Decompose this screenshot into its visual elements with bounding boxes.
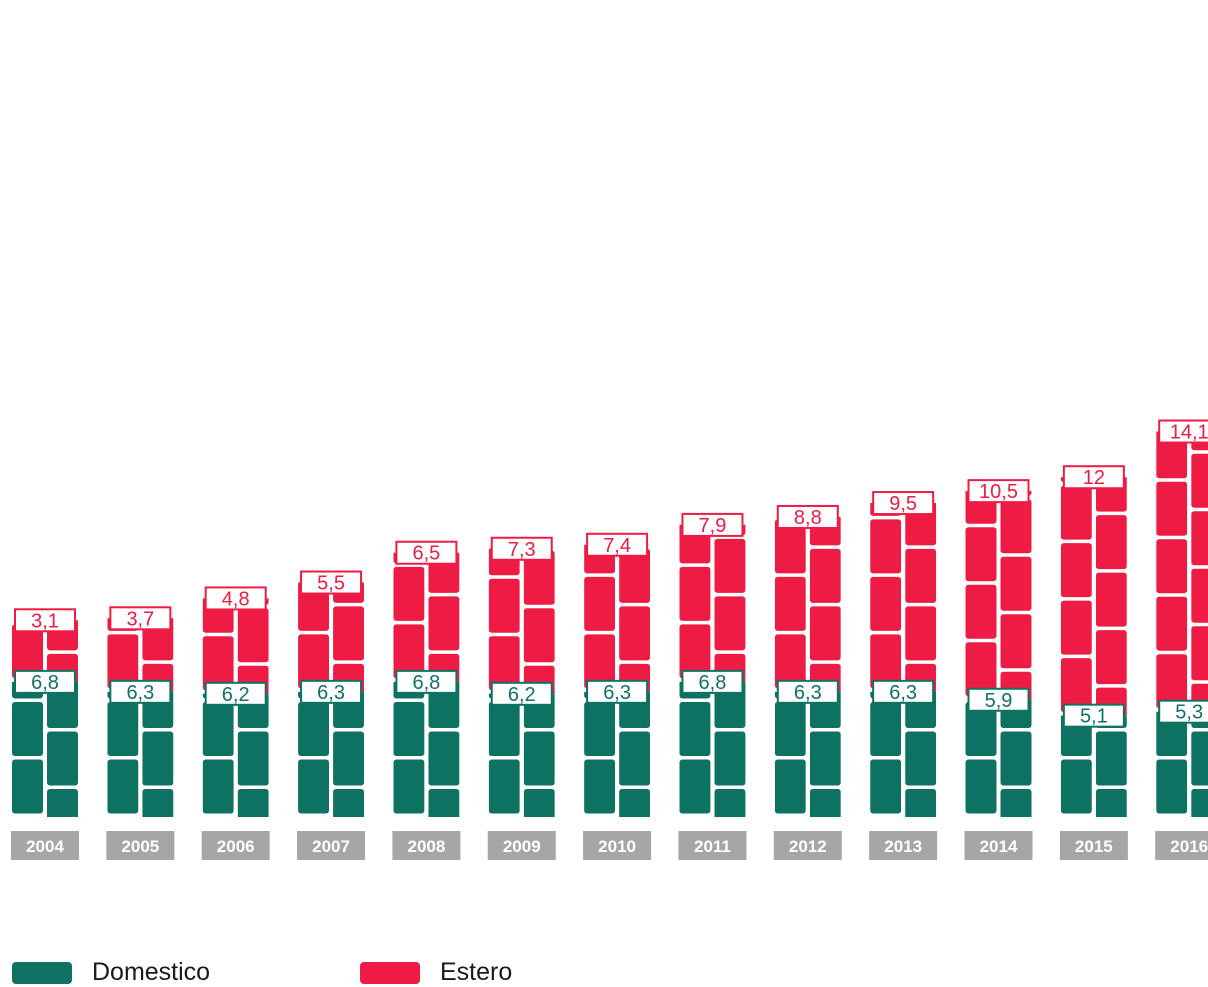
data-label-domestico-2006: 6,2 [222,684,250,706]
tick-box-2009 [487,831,556,860]
bar-group-2009: 6,2 7,3 2009 [487,536,556,860]
tick-box-2012 [773,831,842,860]
tick-label-2011: 2011 [694,837,731,856]
data-label-estero-2010-box [586,532,649,557]
data-label-domestico-2007: 6,3 [317,682,345,704]
bar-group-2008: 6,8 6,5 2008 [392,540,461,860]
data-label-domestico-2010-box [586,679,649,704]
legend-item-domestico: Domestico [12,958,210,987]
data-label-estero-2014: 10,5 [979,481,1018,503]
data-label-estero-2013: 9,5 [889,493,917,515]
data-label-estero-2005-box [109,606,172,631]
bar-group-2013: 6,3 9,5 2013 [869,491,938,860]
data-label-domestico-2012: 6,3 [794,682,822,704]
data-label-estero-2015-box [1062,465,1125,490]
data-label-domestico-2013: 6,3 [889,682,917,704]
data-label-estero-2011: 7,9 [699,515,727,537]
data-label-domestico-2015: 5,1 [1080,706,1108,728]
data-label-estero-2006-box [204,586,267,611]
tick-box-2004 [11,831,79,860]
bar-group-2014: 5,9 10,5 2014 [964,479,1033,860]
tick-box-2005 [106,831,175,860]
data-label-estero-2006: 4,8 [222,588,250,610]
data-label-domestico-2014-box [967,687,1030,712]
legend-label-estero: Estero [440,958,513,986]
data-label-estero-2012: 8,8 [794,507,822,529]
data-label-domestico-2004-box [14,669,76,694]
tick-label-2012: 2012 [789,837,827,856]
data-label-domestico-2009: 6,2 [508,684,536,706]
data-label-estero-2012-box [776,504,839,529]
tick-label-2006: 2006 [217,837,255,856]
data-label-estero-2004: 3,1 [31,610,59,632]
data-label-estero-2011-box [681,512,744,537]
data-label-domestico-2011-box [681,669,744,694]
tick-box-2006 [201,831,270,860]
tick-label-2015: 2015 [1075,837,1113,856]
tick-label-2010: 2010 [598,837,636,856]
tick-label-2009: 2009 [503,837,541,856]
tick-box-2011 [678,831,747,860]
data-label-domestico-2012-box [776,679,839,704]
tick-label-2007: 2007 [312,837,350,856]
tick-label-2008: 2008 [407,837,445,856]
data-label-estero-2005: 3,7 [126,608,154,630]
tick-box-2015 [1059,831,1128,860]
tick-box-2013 [869,831,938,860]
bar-group-2012: 6,3 8,8 2012 [773,504,842,860]
data-label-estero-2013-box [872,491,935,516]
bar-group-2006: 6,2 4,8 2006 [201,586,270,860]
data-label-domestico-2007-box [300,679,363,704]
legend-swatch-domestico [12,961,72,984]
tick-label-2014: 2014 [980,837,1018,856]
data-label-domestico-2006-box [204,681,267,706]
data-label-domestico-2009-box [490,681,553,706]
data-label-domestico-2004: 6,8 [31,672,59,694]
data-label-estero-2008: 6,5 [412,543,440,565]
data-label-domestico-2005-box [109,679,172,704]
tick-label-2004: 2004 [26,837,64,856]
bar-group-2005: 6,3 3,7 2005 [106,606,175,860]
data-label-estero-2004-box [14,608,76,633]
tick-box-2010 [583,831,652,860]
tick-box-2007 [297,831,366,860]
data-label-domestico-2016-box [1158,699,1208,724]
legend-label-domestico: Domestico [92,958,211,986]
bar-group-2016: 5,3 14,1 2016 [1155,419,1208,860]
data-label-estero-2014-box [967,479,1030,504]
data-label-estero-2016: 14,1 [1170,422,1208,444]
legend-item-estero: Estero [360,958,512,987]
tick-label-2005: 2005 [121,837,159,856]
data-label-estero-2009-box [490,536,553,561]
data-label-domestico-2013-box [872,679,935,704]
data-label-estero-2010: 7,4 [603,535,631,557]
data-label-estero-2008-box [395,540,458,565]
data-label-estero-2007-box [300,570,363,595]
bar-group-2004: 6,8 3,1 2004 [11,608,79,860]
data-label-domestico-2015-box [1062,703,1125,728]
legend-swatch-estero [360,961,420,984]
tick-label-2016: 2016 [1170,837,1208,856]
data-label-domestico-2010: 6,3 [603,682,631,704]
tick-box-2008 [392,831,461,860]
data-label-domestico-2011: 6,8 [699,672,727,694]
tick-label-2013: 2013 [884,837,922,856]
data-label-domestico-2014: 5,9 [985,690,1013,712]
data-label-estero-2009: 7,3 [508,539,536,561]
tick-box-2014 [964,831,1033,860]
bar-group-2007: 6,3 5,5 2007 [297,570,366,860]
data-label-estero-2007: 5,5 [317,573,345,595]
data-label-domestico-2016: 5,3 [1175,702,1203,724]
bar-group-2015: 5,1 12 2015 [1059,465,1128,860]
data-label-domestico-2005: 6,3 [126,682,154,704]
data-label-estero-2015: 12 [1083,467,1105,489]
data-label-estero-2016-box [1158,419,1208,444]
data-label-domestico-2008: 6,8 [412,672,440,694]
bar-group-2011: 6,8 7,9 2011 [678,512,747,860]
bar-group-2010: 6,3 7,4 2010 [583,532,652,860]
tick-box-2016 [1155,831,1208,860]
data-label-domestico-2008-box [395,669,458,694]
